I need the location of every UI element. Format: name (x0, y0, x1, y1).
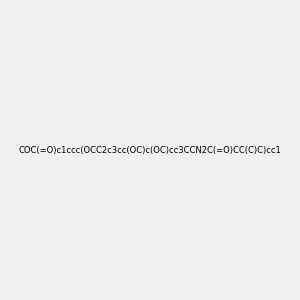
Text: COC(=O)c1ccc(OCC2c3cc(OC)c(OC)cc3CCN2C(=O)CC(C)C)cc1: COC(=O)c1ccc(OCC2c3cc(OC)c(OC)cc3CCN2C(=… (19, 146, 281, 154)
